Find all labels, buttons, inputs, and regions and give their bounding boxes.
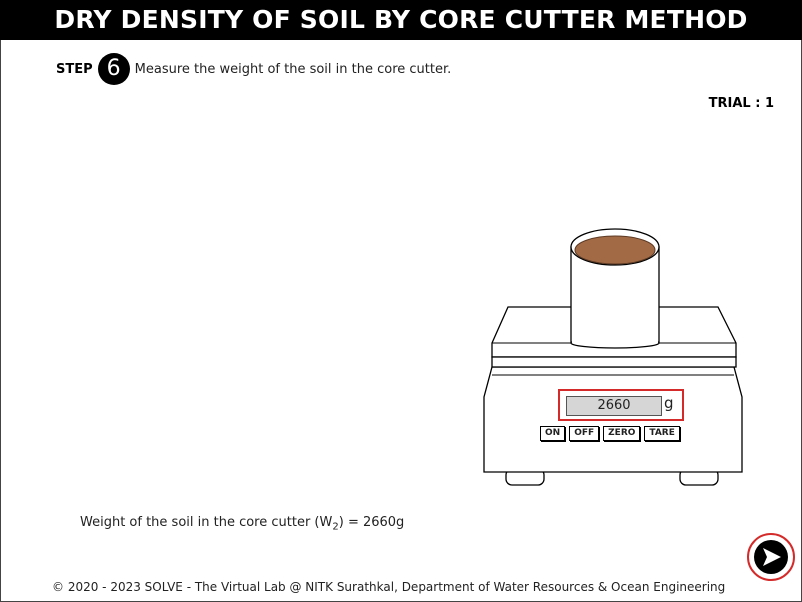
balance-zero-button[interactable]: ZERO bbox=[603, 426, 641, 441]
step-number-badge: 6 bbox=[97, 53, 130, 85]
balance-on-button[interactable]: ON bbox=[540, 426, 566, 441]
balance-tare-button[interactable]: TARE bbox=[644, 426, 680, 441]
result-text: Weight of the soil in the core cutter (W… bbox=[80, 515, 404, 533]
soil-surface bbox=[574, 235, 656, 265]
step-text: Measure the weight of the soil in the co… bbox=[134, 61, 452, 77]
result-suffix: ) = 2660g bbox=[338, 515, 405, 530]
balance-controls: ON OFF ZERO TARE bbox=[540, 426, 680, 441]
step-label: STEP bbox=[56, 61, 93, 77]
next-button[interactable] bbox=[747, 533, 795, 581]
balance-readout-highlight: 2660 g bbox=[558, 389, 684, 421]
balance-unit: g bbox=[664, 394, 674, 412]
balance-off-button[interactable]: OFF bbox=[569, 426, 600, 441]
weighing-balance: 2660 g ON OFF ZERO TARE bbox=[480, 225, 746, 495]
balance-display: 2660 bbox=[566, 396, 662, 416]
result-prefix: Weight of the soil in the core cutter (W bbox=[80, 515, 333, 530]
result-subscript: 2 bbox=[332, 521, 339, 533]
page-title: DRY DENSITY OF SOIL BY CORE CUTTER METHO… bbox=[0, 0, 802, 40]
footer-copyright: © 2020 - 2023 SOLVE - The Virtual Lab @ … bbox=[52, 580, 726, 594]
balance-illustration bbox=[483, 228, 743, 486]
trial-indicator: TRIAL : 1 bbox=[708, 96, 774, 111]
step-instruction: STEP 6 Measure the weight of the soil in… bbox=[56, 53, 452, 85]
next-arrow-icon bbox=[754, 540, 788, 574]
